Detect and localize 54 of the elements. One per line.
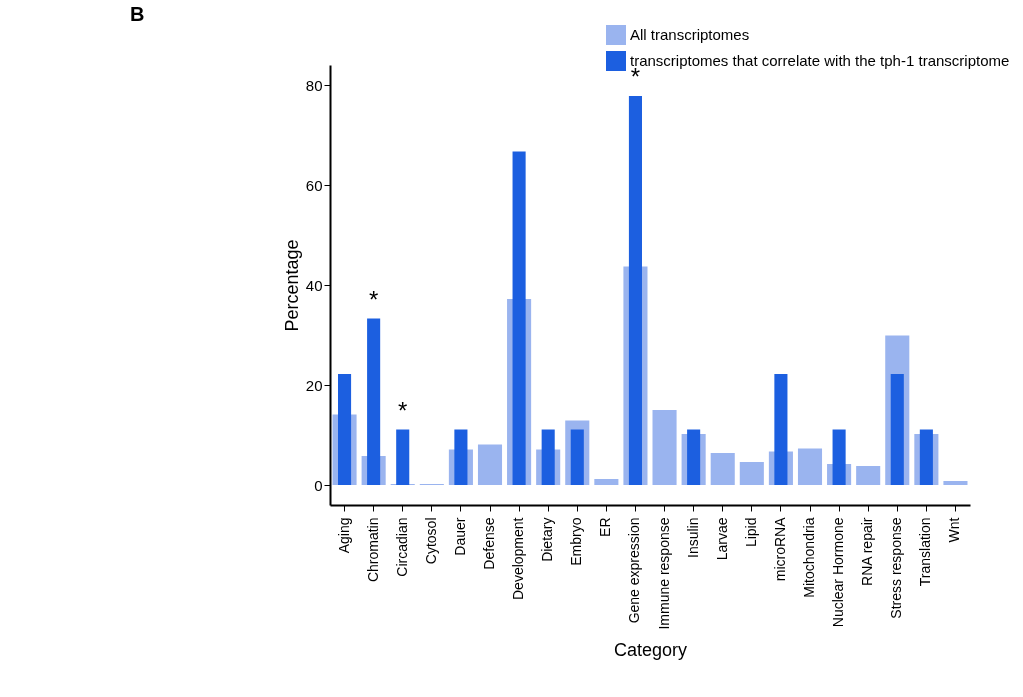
annotation: *	[368, 285, 379, 313]
bar	[454, 429, 468, 485]
bar	[890, 374, 904, 485]
x-tick-label: Translation	[917, 517, 934, 587]
y-tick-label: 80	[305, 76, 323, 94]
bar	[710, 453, 735, 485]
x-tick-label: Stress response	[888, 517, 905, 619]
bar	[943, 481, 968, 485]
bar	[919, 429, 933, 485]
bar	[594, 479, 619, 485]
bar	[739, 462, 764, 485]
bar	[541, 429, 555, 485]
bar	[774, 374, 788, 485]
x-tick-label: Gene expression	[626, 517, 643, 624]
bar	[477, 444, 503, 485]
x-tick-label: RNA repair	[859, 517, 876, 586]
y-tick-label: 0	[314, 476, 323, 494]
x-tick-label: Defense	[481, 517, 497, 570]
bar	[856, 466, 881, 485]
annotation: *	[398, 396, 408, 424]
x-tick-label: Mitochondria	[801, 517, 817, 598]
bar	[512, 151, 526, 485]
x-tick-label: ER	[597, 517, 614, 537]
x-tick-label: Nuclear Hormone	[830, 517, 847, 628]
bar	[367, 318, 381, 485]
bar	[832, 429, 846, 485]
y-axis-title: Percentage	[281, 239, 302, 332]
x-tick-label: Circadian	[393, 517, 410, 577]
x-tick-label: microRNA	[771, 516, 788, 582]
x-tick-label: Wnt	[946, 517, 963, 543]
text: B	[130, 3, 145, 25]
y-tick-label: 60	[305, 176, 323, 194]
bar	[797, 448, 823, 485]
x-tick-label: Immune response	[655, 517, 672, 630]
x-tick-label: Embryo	[568, 517, 585, 566]
x-tick-label: Aging	[335, 517, 352, 554]
x-tick-label: Lipid	[742, 517, 759, 548]
legend-label: All transcriptomes	[630, 26, 750, 43]
bar	[628, 96, 642, 485]
x-tick-label: Development	[510, 517, 527, 600]
bar	[338, 374, 352, 485]
x-tick-label: Dauer	[451, 517, 468, 556]
bar	[396, 429, 410, 485]
x-axis-title: Category	[613, 639, 688, 660]
x-tick-label: Larvae	[713, 517, 730, 561]
bar	[687, 429, 701, 485]
x-tick-label: Dietary	[539, 517, 556, 562]
bar	[570, 429, 584, 485]
x-tick-label: Cytosol	[422, 517, 439, 565]
y-tick-label: 40	[305, 276, 323, 294]
x-tick-label: Chromatin	[364, 517, 381, 583]
y-tick-label: 20	[305, 376, 323, 394]
x-tick-label: Insulin	[684, 517, 701, 558]
bar	[652, 410, 677, 485]
